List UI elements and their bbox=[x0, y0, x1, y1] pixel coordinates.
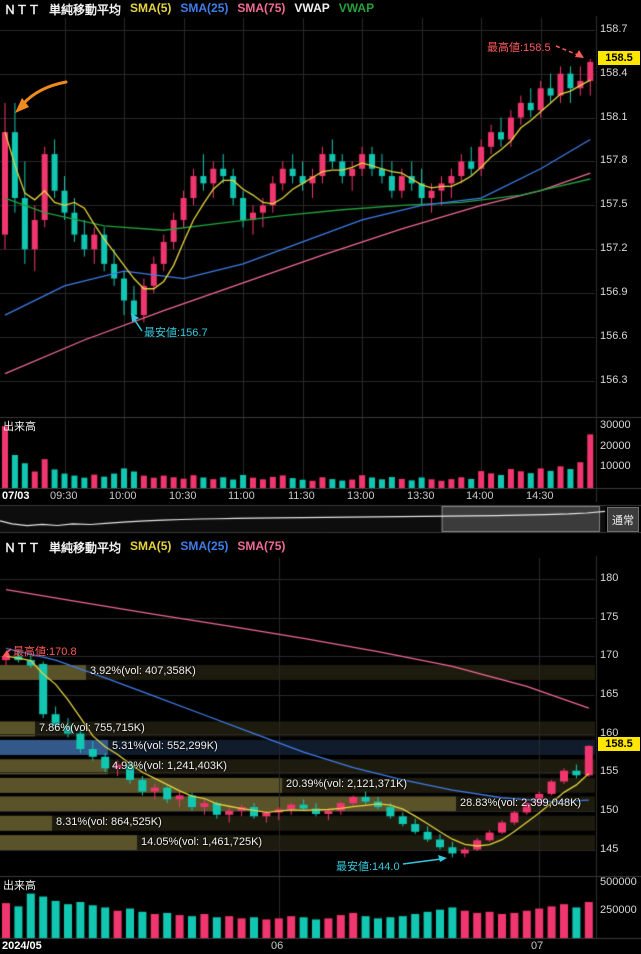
legend-sma25: SMA(25) bbox=[180, 539, 229, 553]
legend-sma5: SMA(5) bbox=[130, 1, 172, 15]
symbol-name: ＮＴＴ bbox=[4, 3, 41, 17]
legend-vwap-name: VWAP bbox=[294, 1, 330, 15]
legend-sma75: SMA(75) bbox=[237, 539, 286, 553]
volume-pane-label: 出来高 bbox=[3, 421, 36, 433]
legend-sma5: SMA(5) bbox=[130, 539, 172, 553]
high-price-annotation-intraday: 最高値:158.5 bbox=[487, 42, 551, 54]
indicator-name: 単純移動平均 bbox=[49, 3, 122, 17]
high-price-annotation-daily: 最高値:170.8 bbox=[13, 646, 77, 658]
legend-vwap: VWAP bbox=[338, 1, 375, 15]
low-price-annotation-intraday: 最安値:156.7 bbox=[144, 327, 208, 339]
symbol-name: ＮＴＴ bbox=[4, 541, 41, 555]
current-price-badge-daily: 158.5 bbox=[598, 737, 640, 751]
normal-mode-button[interactable]: 通常 bbox=[607, 507, 639, 532]
top-chart-legend: ＮＴＴ 単純移動平均 SMA(5) SMA(25) SMA(75) VWAP V… bbox=[4, 1, 374, 18]
indicator-name: 単純移動平均 bbox=[49, 541, 122, 555]
current-price-badge-intraday: 158.5 bbox=[598, 51, 640, 65]
volume-pane-label-daily: 出来高 bbox=[3, 880, 36, 892]
low-price-annotation-daily: 最安値:144.0 bbox=[336, 861, 400, 873]
legend-sma75: SMA(75) bbox=[237, 1, 286, 15]
legend-sma25: SMA(25) bbox=[180, 1, 229, 15]
bottom-chart-legend: ＮＴＴ 単純移動平均 SMA(5) SMA(25) SMA(75) bbox=[4, 539, 285, 556]
